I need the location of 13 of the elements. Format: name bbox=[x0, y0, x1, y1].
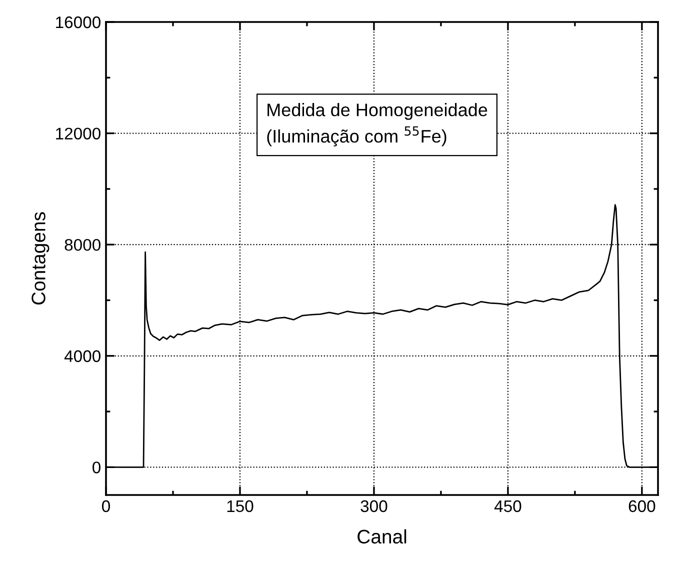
y-tick-label: 0 bbox=[92, 462, 100, 474]
x-axis-title: Canal bbox=[358, 529, 406, 544]
x-tick-label: 450 bbox=[494, 500, 522, 512]
y-axis-title: Contagens bbox=[32, 212, 50, 305]
x-tick-label: 150 bbox=[227, 500, 254, 512]
y-tick-label: 8000 bbox=[64, 238, 100, 251]
y-tick-label: 16000 bbox=[56, 16, 100, 28]
annotation: Medida de Homogeneidade (Iluminação com $^{55}$Fe) bbox=[267, 103, 488, 146]
y-tick-label: 12000 bbox=[56, 128, 100, 140]
y-tick-label: 4000 bbox=[64, 350, 100, 362]
x-tick-label: 300 bbox=[360, 500, 388, 512]
x-tick-label: 0 bbox=[102, 500, 110, 512]
x-tick-label: 600 bbox=[628, 500, 656, 512]
